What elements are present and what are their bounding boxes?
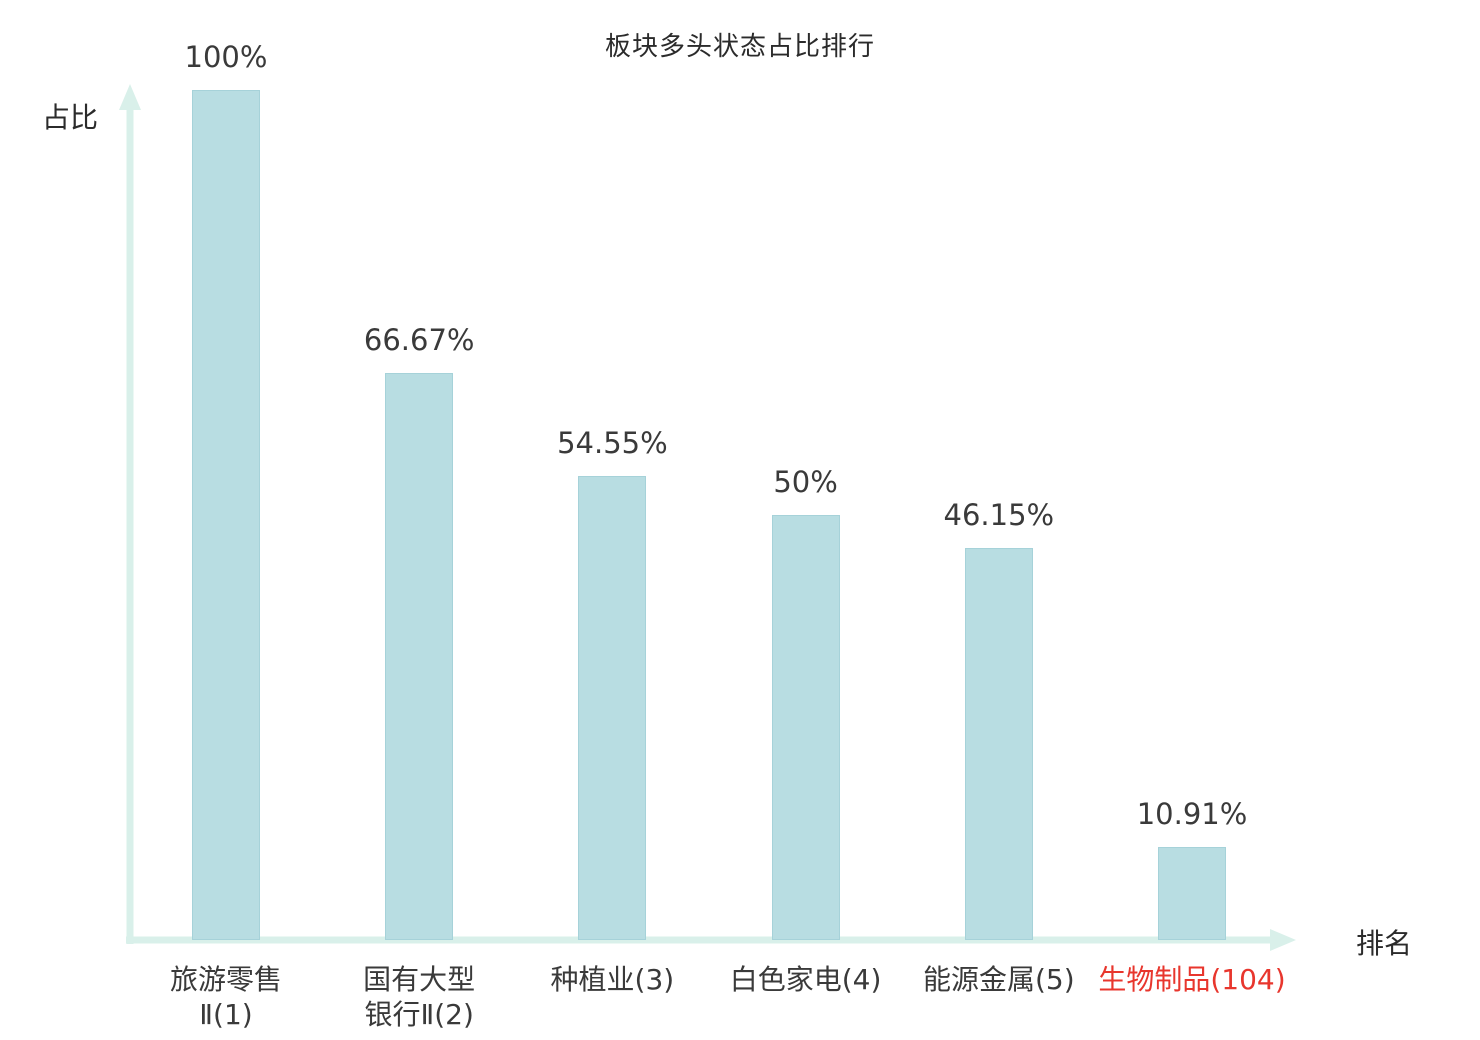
value-label-3: 54.55% [557,426,668,461]
value-label-2: 66.67% [363,323,475,358]
category-label-3: 种植业(3) [550,963,675,996]
bar-3 [578,476,647,940]
bar-4 [771,515,840,940]
y-axis-arrowhead [119,84,141,110]
category-label-2: 国有大型 银行Ⅱ(2) [363,963,476,1031]
bar-1 [192,90,260,940]
value-label-4: 50% [773,465,838,499]
x-axis-arrowhead [1270,929,1296,951]
bar-6 [1158,847,1226,940]
value-label-1: 100% [184,40,268,74]
category-label-1: 旅游零售 Ⅱ(1) [169,963,282,1031]
category-label-6: 生物制品(104) [1098,963,1286,996]
y-axis-label: 占比 [42,101,99,134]
bar-5 [964,547,1033,940]
bar-2 [385,373,454,940]
x-axis-label: 排名 [1356,927,1413,960]
value-label-5: 46.15% [943,497,1055,532]
category-label-5: 能源金属(5) [922,963,1075,996]
value-label-6: 10.91% [1136,797,1248,832]
category-label-4: 白色家电(4) [729,963,882,996]
chart-title: 板块多头状态占比排行 [604,32,875,62]
